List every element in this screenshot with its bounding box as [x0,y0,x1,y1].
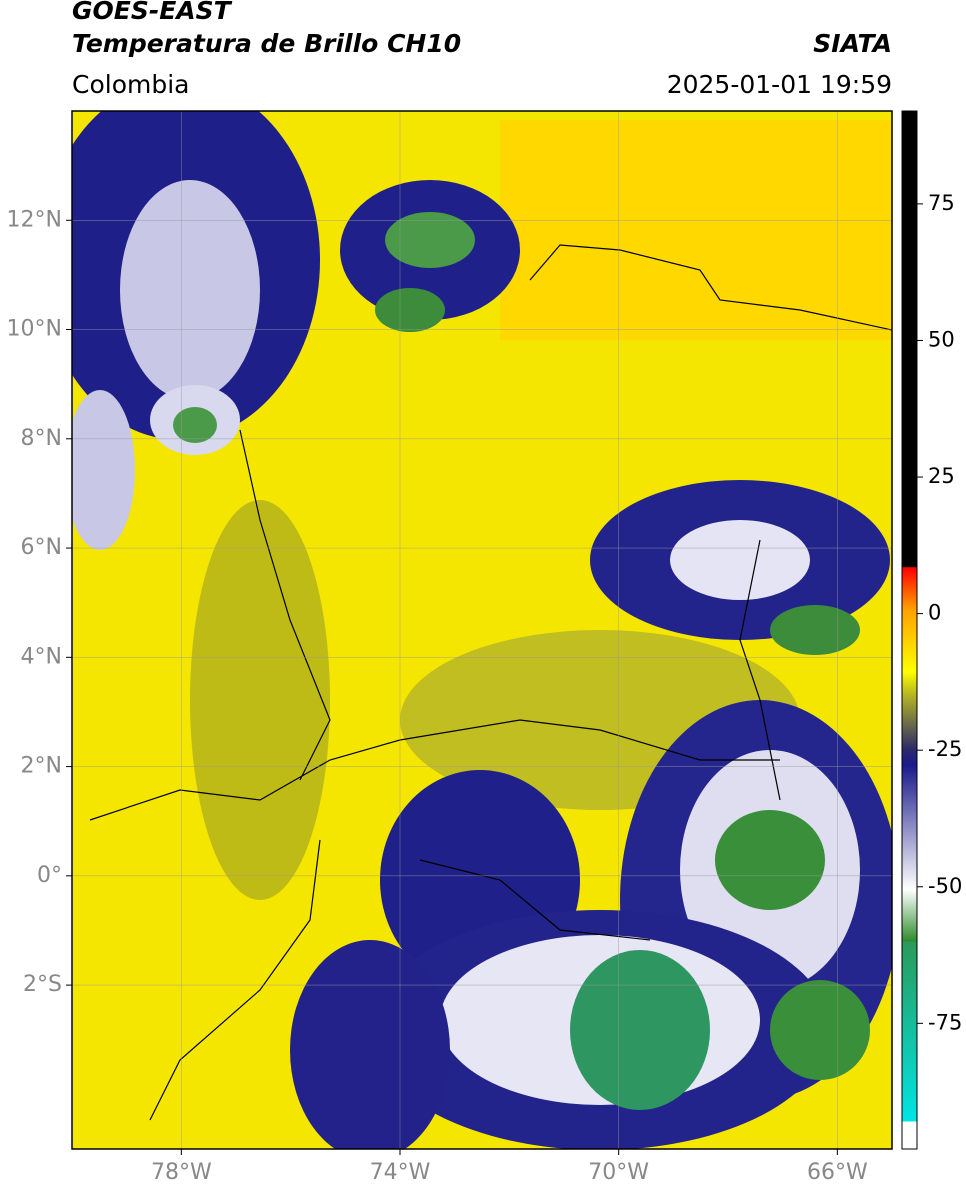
source: SIATA [813,29,892,58]
colorbar-tick-label: 50 [928,327,955,351]
x-tick-label: 66°W [807,1160,868,1185]
y-tick-label: 10°N [7,317,62,342]
satellite-image [72,111,892,1149]
y-tick-label: 8°N [21,426,62,451]
y-tick-label: 0° [37,863,62,888]
y-tick-label: 2°N [21,754,62,779]
colorbar-tick-label: -75 [928,1010,962,1034]
subtitle: Temperatura de Brillo CH10 [72,29,461,58]
title: GOES-EAST [72,0,233,25]
colorbar-tick-label: -25 [928,737,962,761]
colorbar-tick-label: 0 [928,601,941,625]
x-tick-label: 74°W [370,1160,431,1185]
x-tick-label: 78°W [151,1160,212,1185]
y-tick-label: 6°N [21,535,62,560]
datetime: 2025-01-01 19:59 [667,70,892,99]
colorbar-tick-label: -50 [928,874,962,898]
colorbar [901,110,918,1150]
map-frame [71,110,893,1150]
y-tick-label: 12°N [7,207,62,232]
y-tick-label: 2°S [23,972,62,997]
x-tick-label: 70°W [588,1160,649,1185]
region: Colombia [72,70,189,99]
colorbar-tick-label: 25 [928,464,955,488]
colorbar-tick-label: 75 [928,191,955,215]
y-tick-label: 4°N [21,644,62,669]
